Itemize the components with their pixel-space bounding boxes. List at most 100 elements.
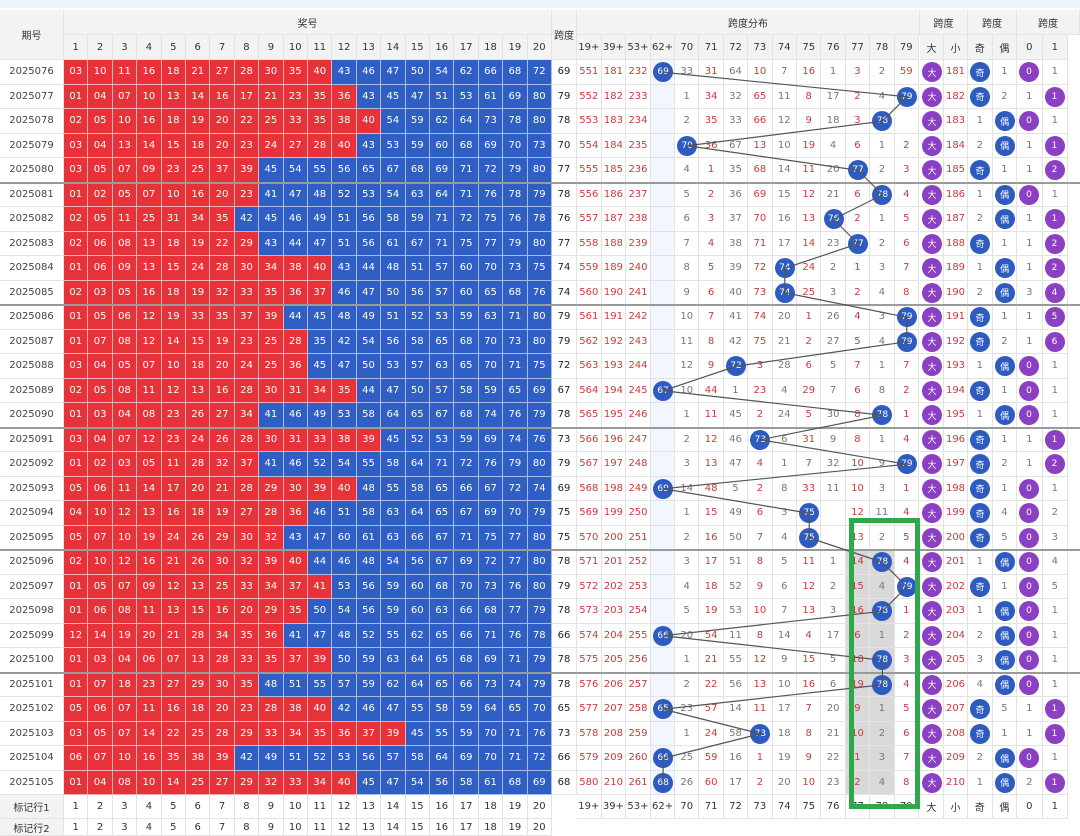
dist-miss-cell: 36	[723, 182, 749, 207]
prize-number-cell: 78	[527, 207, 552, 232]
prize-number-cell: 58	[381, 207, 406, 232]
digit0-cell: 1	[1017, 84, 1043, 109]
big-ball: 大	[922, 184, 942, 205]
digit0-cell	[1017, 109, 1043, 134]
prize-number-cell: 53	[356, 182, 382, 207]
prize-number-cell: 71	[430, 207, 455, 232]
prize-number-cell: 25	[137, 207, 162, 232]
count-cell-62	[650, 133, 676, 158]
big-cell	[920, 207, 944, 232]
span-value-cell: 74	[552, 256, 577, 281]
prize-number-cell: 63	[405, 182, 430, 207]
prize-number-cell: 25	[259, 109, 284, 134]
span-value-cell: 76	[552, 207, 577, 232]
big-col-header: 大	[920, 35, 944, 60]
prize-number-cell: 45	[381, 84, 406, 109]
oddeven-ball: 偶	[994, 111, 1015, 132]
count-cell: 558	[577, 231, 602, 256]
prize-number-cell: 71	[430, 231, 455, 256]
prize-number-cell: 51	[430, 84, 455, 109]
dist-miss-cell: 13	[797, 207, 822, 232]
count-cell: 238	[626, 207, 651, 232]
number-col-header: 16	[430, 35, 455, 60]
dist-col-header: 79	[894, 35, 919, 60]
prize-number-cell: 68	[454, 133, 479, 158]
big-cell	[920, 182, 944, 207]
digit-ball: 0	[1019, 184, 1039, 205]
dist-miss-cell: 31	[699, 60, 724, 85]
dist-miss-cell: 5	[894, 207, 919, 232]
trend-line-segment	[687, 120, 883, 147]
prize-number-cell: 23	[283, 84, 308, 109]
prize-number-cell: 07	[112, 84, 138, 109]
count-cell: 237	[626, 182, 651, 207]
number-col-header: 2	[88, 35, 113, 60]
even-cell	[992, 109, 1018, 134]
dist-miss-cell: 71	[748, 231, 773, 256]
dist-miss-cell: 15	[772, 182, 797, 207]
period-cell: 2025079	[0, 133, 64, 158]
digit1-col-header: 1	[1042, 35, 1068, 60]
oddeven-ball: 奇	[970, 160, 990, 181]
odd-cell	[968, 231, 993, 256]
trend-line-segment	[833, 218, 859, 245]
dist-miss-cell: 6	[894, 231, 919, 256]
number-col-header: 4	[137, 35, 162, 60]
prize-number-cell: 28	[210, 256, 235, 281]
prize-number-cell: 35	[308, 109, 333, 134]
prize-number-cell: 40	[308, 256, 333, 281]
dist-miss-cell: 13	[748, 133, 773, 158]
big-ball: 大	[922, 209, 942, 230]
dist-col-header: 74	[772, 35, 797, 60]
span-header: 跨度	[552, 10, 577, 60]
trend-line-segment	[784, 292, 907, 318]
dist-col-header: 77	[845, 35, 871, 60]
prize-number-cell: 18	[186, 133, 211, 158]
prize-number-cell: 35	[308, 84, 333, 109]
prize-number-cell: 08	[112, 231, 138, 256]
prize-number-cell: 64	[430, 182, 455, 207]
prize-number-cell: 17	[234, 84, 260, 109]
prize-number-cell: 43	[332, 60, 357, 85]
odd-cell: 2	[968, 133, 993, 158]
count-cell: 553	[577, 109, 602, 134]
dist-miss-cell: 2	[675, 109, 700, 134]
prize-number-cell: 13	[161, 84, 186, 109]
prize-number-cell: 38	[283, 256, 308, 281]
prize-number-cell: 18	[161, 231, 186, 256]
prize-number-cell: 43	[356, 133, 382, 158]
prize-number-cell: 10	[137, 84, 162, 109]
digit0-cell: 1	[1017, 207, 1043, 232]
prize-number-cell: 20	[210, 133, 235, 158]
prize-number-cell: 76	[478, 182, 504, 207]
bigsmall-header: 跨度	[920, 10, 968, 35]
trend-line-segment	[662, 733, 761, 759]
dist-miss-cell: 67	[723, 133, 749, 158]
prize-number-cell: 01	[64, 182, 89, 207]
big-ball: 大	[922, 160, 942, 181]
prize-number-cell: 69	[503, 84, 528, 109]
prize-number-cell: 77	[478, 231, 504, 256]
prize-number-cell: 15	[161, 256, 186, 281]
span-ball: 70	[677, 135, 698, 156]
prize-number-cell: 05	[112, 182, 138, 207]
prize-number-cell: 02	[88, 182, 113, 207]
trend-line-segment	[760, 414, 883, 441]
digit-ball: 2	[1044, 233, 1065, 254]
trend-line-segment	[857, 169, 883, 196]
prize-number-cell: 73	[503, 256, 528, 281]
small-count-cell: 181	[944, 60, 968, 85]
count-cell: 556	[577, 182, 602, 207]
prize-number-cell: 15	[161, 133, 186, 158]
dist-miss-cell: 4	[870, 84, 895, 109]
dist-col-header: 70	[675, 35, 700, 60]
top-bar	[0, 0, 1080, 8]
oddeven-ball: 奇	[970, 86, 990, 107]
dist-miss-cell: 3	[845, 60, 871, 85]
trend-line-segment	[663, 71, 907, 98]
digit-ball: 1	[1044, 209, 1065, 230]
count-cell: 559	[577, 256, 602, 281]
prize-number-cell: 60	[430, 133, 455, 158]
dist-col-header: 75	[797, 35, 822, 60]
prize-number-cell: 73	[478, 109, 504, 134]
